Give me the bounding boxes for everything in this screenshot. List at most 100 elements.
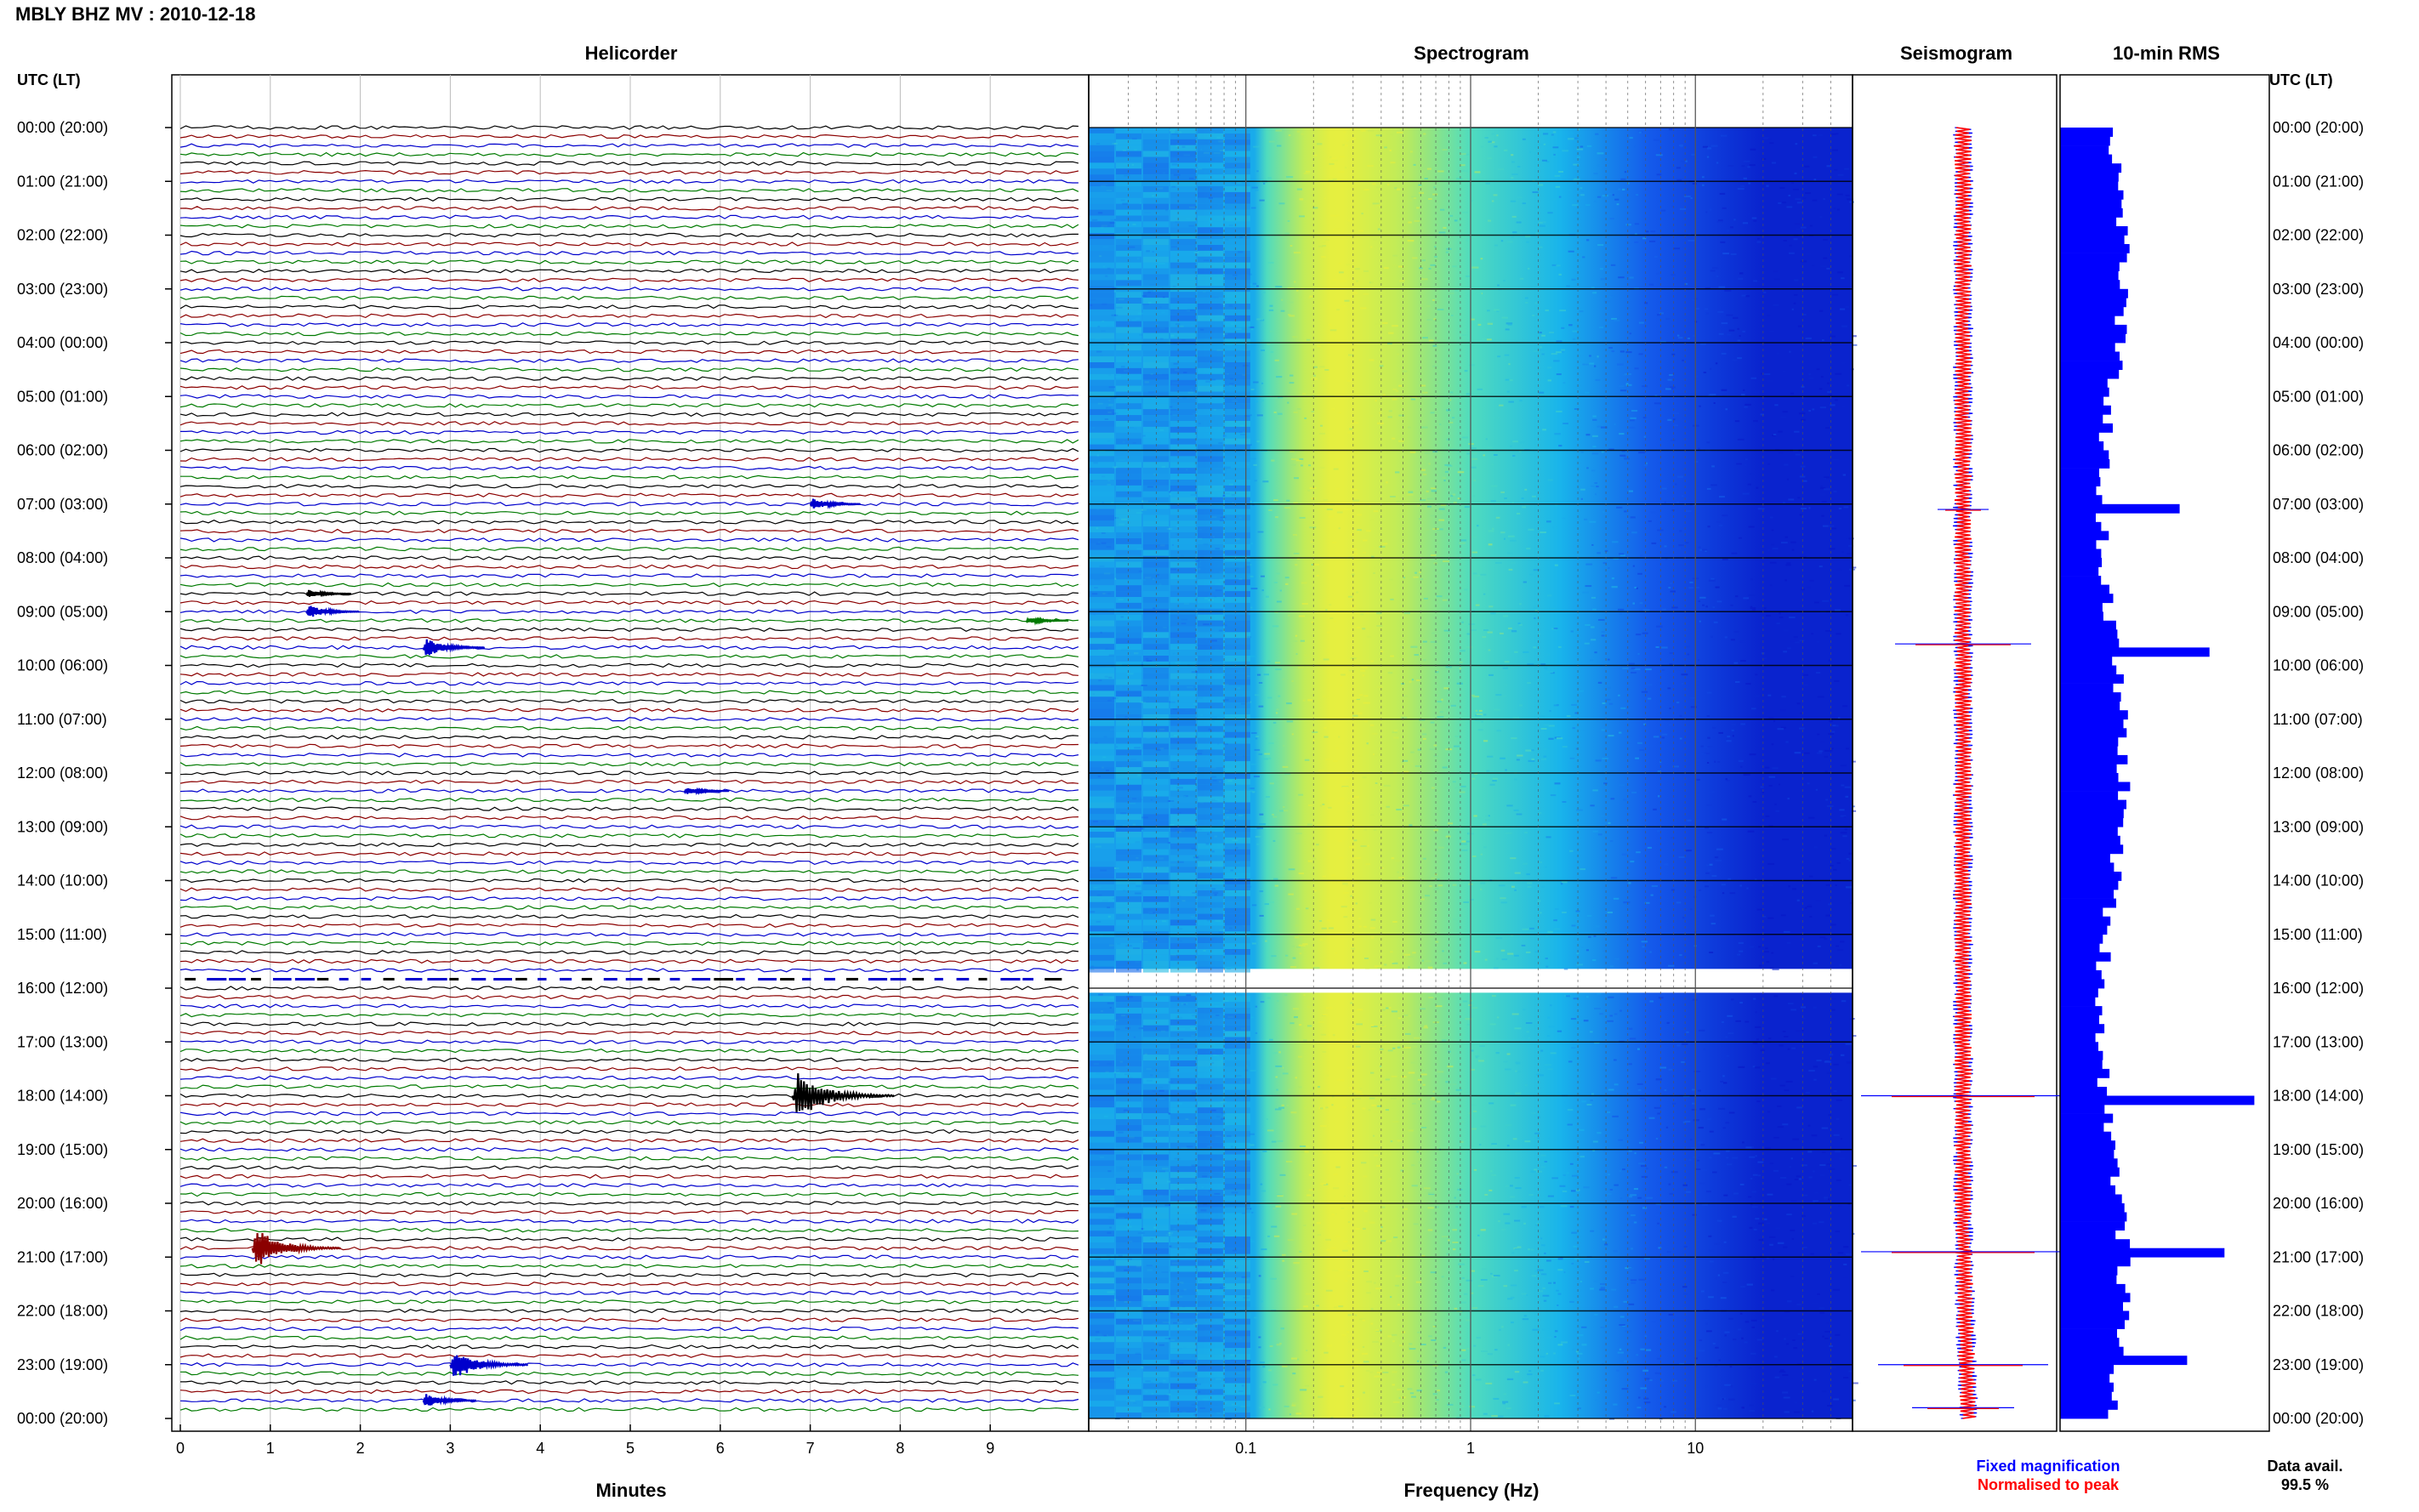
time-tick-label-right: 09:00 (05:00): [2273, 603, 2364, 620]
rms-bar: [2060, 154, 2113, 164]
helicorder-trace: [179, 1057, 1079, 1062]
time-tick-label-left: 14:00 (10:00): [17, 873, 108, 890]
time-tick-label-left: 04:00 (00:00): [17, 334, 108, 351]
helicorder-event: [1025, 616, 1069, 626]
rms-bar: [2060, 1391, 2112, 1401]
time-tick-label-right: 19:00 (15:00): [2273, 1141, 2364, 1158]
helicorder-trace: [179, 806, 1079, 811]
helicorder-trace: [179, 259, 1079, 264]
helicorder-trace: [179, 1066, 1079, 1071]
helicorder-trace: [179, 887, 1079, 892]
helicorder-event: [791, 1073, 895, 1112]
time-tick-label-left: 21:00 (17:00): [17, 1248, 108, 1265]
helicorder-trace: [179, 950, 1079, 955]
minute-tick-label: 4: [536, 1440, 544, 1457]
helicorder-trace: [179, 1236, 1079, 1242]
rms-bar: [2060, 351, 2120, 361]
time-tick-label-left: 00:00 (20:00): [17, 1410, 108, 1427]
helicorder-trace: [179, 1353, 1079, 1358]
helicorder-trace: [179, 680, 1079, 686]
helicorder-trace: [179, 743, 1079, 749]
time-tick-label-right: 13:00 (09:00): [2273, 818, 2364, 835]
rms-bar: [2060, 853, 2110, 863]
helicorder-trace: [179, 905, 1079, 910]
rms-bar: [2060, 791, 2119, 800]
rms-bar: [2060, 1239, 2131, 1249]
time-tick-label-left: 19:00 (15:00): [17, 1141, 108, 1158]
seismogram-title: Seismogram: [1900, 43, 2012, 64]
rms-bar: [2060, 665, 2117, 675]
rms-bar: [2060, 719, 2124, 729]
helicorder-trace: [179, 1362, 1079, 1367]
helicorder-trace: [179, 654, 1079, 659]
time-tick-label-left: 12:00 (08:00): [17, 765, 108, 782]
x-axis-ticks: 0 1 2 3 4 5 6 7 8 9 0.1 1 10: [176, 1424, 1704, 1457]
spectrogram-panel: [1088, 74, 1858, 1432]
helicorder-trace: [179, 1335, 1079, 1340]
rms-bar: [2060, 414, 2103, 424]
rms-bar: [2060, 1149, 2114, 1159]
rms-bar: [2060, 1302, 2123, 1311]
rms-bar: [2060, 674, 2124, 684]
legend-fixed-magnification: Fixed magnification: [1976, 1458, 2120, 1475]
helicorder-trace: [179, 439, 1079, 444]
helicorder-trace: [179, 941, 1079, 946]
rms-bar: [2060, 549, 2102, 559]
rms-bar: [2060, 638, 2120, 648]
rms-bar: [2060, 1077, 2097, 1088]
rms-bar: [2060, 288, 2128, 298]
time-tick-label-right: 07:00 (03:00): [2273, 496, 2364, 513]
helicorder-trace: [179, 196, 1079, 202]
helicorder-trace: [179, 555, 1079, 560]
helicorder-trace: [179, 340, 1079, 345]
page-title: MBLY BHZ MV : 2010-12-18: [15, 3, 255, 25]
frequency-tick-label: 10: [1687, 1440, 1704, 1457]
minute-tick-label: 0: [176, 1440, 185, 1457]
rms-bar: [2060, 1158, 2118, 1168]
rms-bar: [2060, 1257, 2131, 1267]
helicorder-trace: [179, 250, 1079, 256]
rms-bar: [2060, 1265, 2118, 1276]
rms-bar: [2060, 566, 2099, 577]
time-tick-label-left: 20:00 (16:00): [17, 1195, 108, 1212]
helicorder-trace: [179, 125, 1079, 130]
minute-tick-label: 3: [446, 1440, 454, 1457]
rms-bar: [2060, 1400, 2118, 1410]
rms-bar: [2060, 361, 2123, 370]
time-tick-label-right: 08:00 (04:00): [2273, 549, 2364, 566]
rms-bar: [2060, 190, 2124, 200]
helicorder-trace: [179, 1031, 1079, 1036]
helicorder-trace: [179, 878, 1079, 884]
rms-bar: [2060, 1248, 2225, 1258]
rms-bar: [2060, 979, 2105, 989]
rms-bar: [2060, 872, 2122, 881]
time-tick-label-right: 16:00 (12:00): [2273, 980, 2364, 997]
rms-bar: [2060, 1123, 2104, 1132]
helicorder-trace: [179, 1075, 1079, 1081]
helicorder-trace: [179, 465, 1079, 471]
helicorder-trace: [179, 1093, 1079, 1099]
helicorder-trace: [179, 367, 1079, 372]
helicorder-trace: [179, 403, 1079, 408]
helicorder-event: [809, 498, 862, 509]
helicorder-trace: [179, 1021, 1079, 1026]
time-tick-label-left: 22:00 (18:00): [17, 1303, 108, 1320]
helicorder-trace: [179, 816, 1079, 821]
rms-bar: [2060, 952, 2111, 962]
rms-bar: [2060, 827, 2118, 837]
helicorder-trace: [179, 134, 1079, 139]
rms-bar: [2060, 701, 2120, 711]
rms-bar: [2060, 969, 2102, 980]
minute-tick-label: 7: [806, 1440, 815, 1457]
helicorder-trace: [179, 143, 1079, 148]
time-tick-label-right: 21:00 (17:00): [2273, 1248, 2364, 1265]
rms-bar: [2060, 1185, 2115, 1195]
rms-bar: [2060, 558, 2103, 567]
rms-bar: [2060, 1364, 2114, 1374]
helicorder-trace: [179, 645, 1079, 651]
rms-bar: [2060, 1176, 2111, 1186]
helicorder-trace: [179, 1371, 1079, 1377]
rms-bar: [2060, 692, 2121, 702]
rms-bar: [2060, 539, 2097, 549]
time-tick-label-left: 16:00 (12:00): [17, 980, 108, 997]
